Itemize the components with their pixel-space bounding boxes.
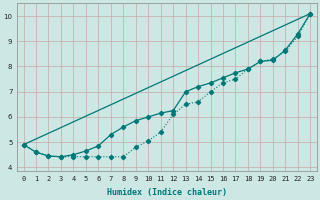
X-axis label: Humidex (Indice chaleur): Humidex (Indice chaleur): [107, 188, 227, 197]
